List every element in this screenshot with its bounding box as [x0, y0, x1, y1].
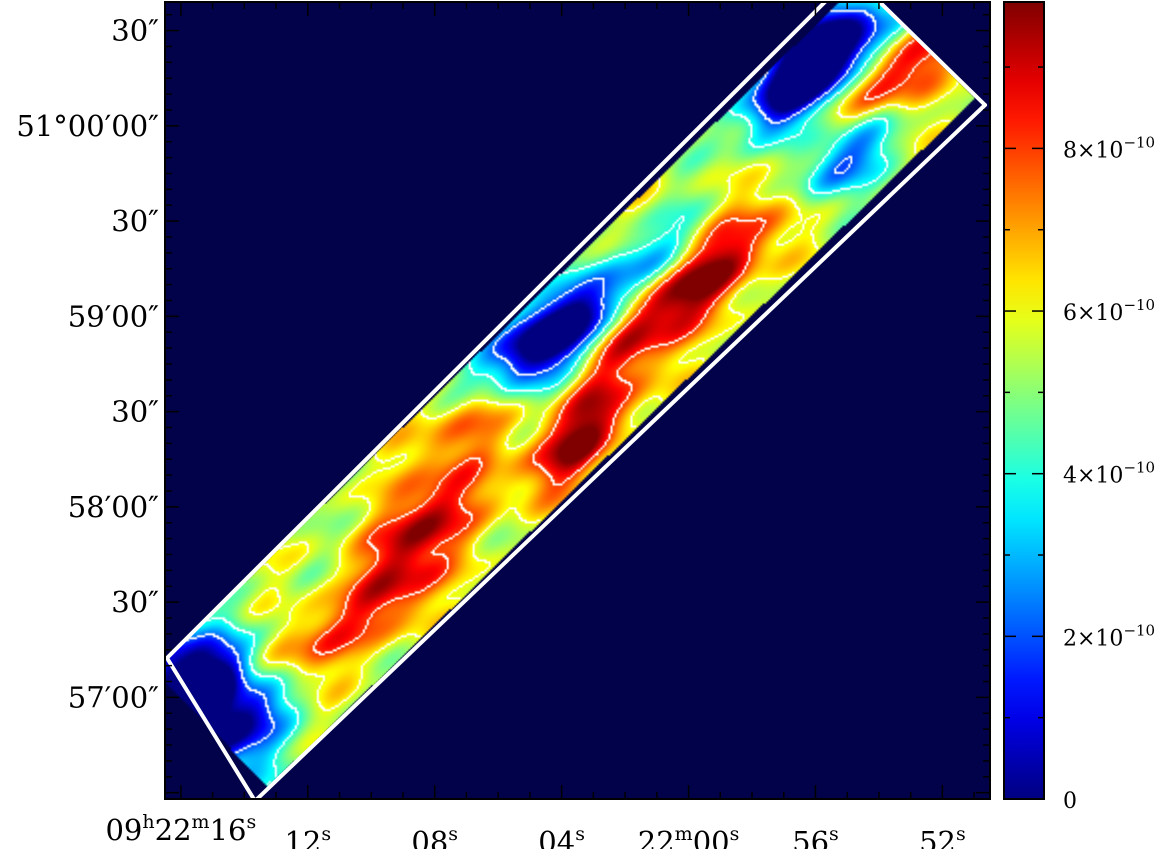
colorbar-tick-label: 0: [1063, 789, 1077, 814]
colorbar-tick-label: 8×10−10: [1063, 133, 1155, 163]
footprint-edge-north: [876, 2, 987, 107]
footprint-edge-northwest: [165, 2, 828, 660]
x-tick-label: 08s: [411, 823, 458, 849]
intensity-map: [165, 2, 990, 799]
y-tick-label: 58′00″: [68, 490, 159, 524]
colorbar-tick-marks: [1004, 66, 1044, 800]
x-tick-label: 52s: [919, 823, 966, 849]
colorbar-tick-label: 4×10−10: [1063, 459, 1155, 489]
colorbar-labels: 8×10−10 6×10−10 4×10−10 2×10−10 0: [1063, 133, 1155, 814]
y-tick-label: 30″: [111, 14, 159, 48]
footprint-edge-southeast: [254, 103, 987, 799]
colorbar-tick-label: 2×10−10: [1063, 621, 1155, 651]
footprint-edge-south: [165, 656, 257, 799]
colorbar: 8×10−10 6×10−10 4×10−10 2×10−10 0: [1003, 1, 1155, 814]
colorbar-gradient: [1004, 2, 1044, 799]
x-tick-label: 04s: [538, 823, 585, 849]
plot-area: [164, 1, 991, 800]
x-axis-ra-labels: 09h22m16s 12s 08s 04s 22m00s 56s 52s: [105, 811, 965, 849]
x-tick-label: 09h22m16s: [105, 811, 256, 847]
y-tick-label: 59′00″: [68, 299, 159, 333]
x-tick-label: 22m00s: [638, 823, 740, 849]
plot-frame: [164, 1, 991, 800]
colorbar-tick-label: 6×10−10: [1063, 296, 1155, 326]
x-tick-label: 56s: [792, 823, 839, 849]
colorbar-frame: [1003, 1, 1045, 800]
y-axis-dec-labels: 30″ 51°00′00″ 30″ 59′00″ 30″ 58′00″ 30″ 57′00″: [16, 14, 159, 715]
x-tick-label: 12s: [284, 823, 331, 849]
y-tick-label: 30″: [111, 204, 159, 238]
y-tick-label: 30″: [111, 395, 159, 429]
intensity-image: [165, 2, 990, 799]
plot-tick-marks: [165, 2, 990, 799]
y-tick-label: 30″: [111, 585, 159, 619]
y-tick-label: 51°00′00″: [16, 109, 159, 143]
y-tick-label: 57′00″: [68, 680, 159, 714]
scan-footprint-outline: [165, 2, 987, 799]
